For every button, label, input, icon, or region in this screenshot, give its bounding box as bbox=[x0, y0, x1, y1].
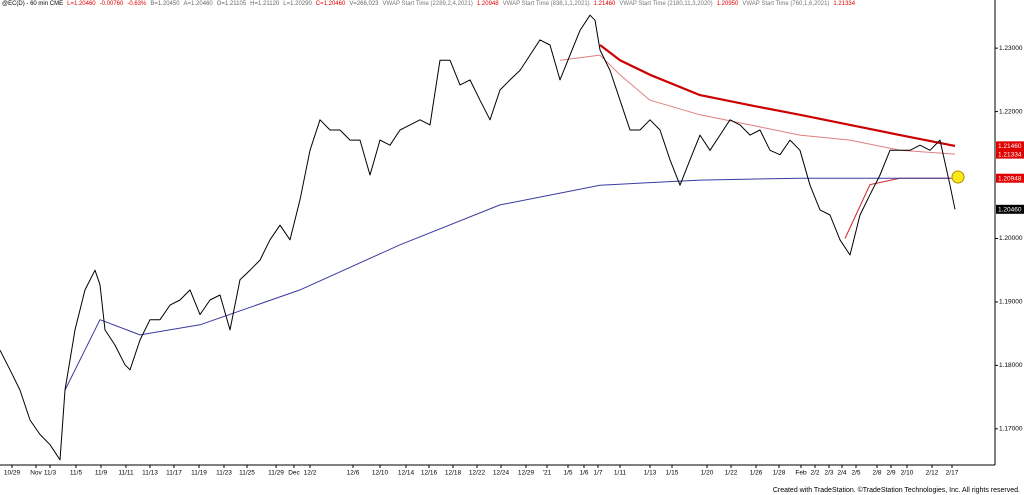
x-tick-label: 2/12 bbox=[926, 470, 939, 477]
header-stat: L=1.20290 bbox=[283, 1, 312, 7]
y-tick-label: 1.22000 bbox=[999, 108, 1023, 115]
y-tick-label: 1.19000 bbox=[999, 299, 1023, 306]
footer: Created with TradeStation. ©TradeStation… bbox=[772, 487, 1020, 494]
x-tick-label: 2/5 bbox=[851, 470, 860, 477]
legend-value: 1.21334 bbox=[833, 1, 856, 7]
legend-entry: VWAP Start Time (2180,11,3,2020) bbox=[619, 1, 713, 7]
x-tick-label: 1/6 bbox=[579, 470, 588, 477]
price-tag bbox=[996, 149, 1024, 159]
header-stat: V=266,023 bbox=[349, 1, 379, 7]
x-tick-label: 12/24 bbox=[493, 470, 510, 477]
header-stat: H=1.21120 bbox=[250, 1, 280, 7]
x-tick-label: 1/13 bbox=[644, 470, 657, 477]
legend-value: 1.21460 bbox=[593, 1, 616, 7]
x-tick-label: 12/2 bbox=[304, 470, 317, 477]
legend-entry: VWAP Start Time (2289,2,4,2021) bbox=[382, 1, 473, 7]
x-tick-label: 1/11 bbox=[614, 470, 627, 477]
x-tick-label: 2/10 bbox=[901, 470, 914, 477]
header-stat: L=1.20460 bbox=[67, 1, 96, 7]
x-tick-label: 11/9 bbox=[95, 470, 108, 477]
legend-entry: VWAP Start Time (760,1,6,2021) bbox=[742, 1, 830, 7]
x-tick-label: 1/26 bbox=[750, 470, 763, 477]
price-tag-label: 1.21460 bbox=[998, 143, 1022, 150]
x-tick-label: 1/5 bbox=[563, 470, 572, 477]
x-tick-label: Nov bbox=[30, 470, 42, 477]
price-tag bbox=[996, 173, 1024, 183]
header: @EC(D) - 60 min CME L=1.20460 -0.00760 -0.6… bbox=[2, 1, 855, 7]
legend-entry: VWAP Start Time (838,1,1,2021) bbox=[502, 1, 590, 7]
x-tick-label: '21 bbox=[543, 470, 552, 477]
x-tick-label: 2/17 bbox=[946, 470, 959, 477]
x-tick-label: 1/15 bbox=[666, 470, 679, 477]
x-tick-label: 12/22 bbox=[469, 470, 486, 477]
legend-value: 1.20950 bbox=[716, 1, 739, 7]
price-tag bbox=[996, 141, 1024, 151]
header-stat: B=1.20450 bbox=[150, 1, 180, 7]
x-tick-label: 2/2 bbox=[810, 470, 819, 477]
x-tick-label: 11/13 bbox=[142, 470, 158, 477]
x-tick-label: 11/3 bbox=[44, 470, 57, 477]
series-line bbox=[844, 177, 955, 239]
y-tick-label: 1.20000 bbox=[999, 235, 1023, 242]
y-tick-label: 1.23000 bbox=[999, 45, 1023, 52]
series-line bbox=[559, 54, 956, 155]
x-tick-label: 11/11 bbox=[118, 470, 134, 477]
header-stat: -0.00760 bbox=[99, 1, 124, 7]
header-stat: C=1.20460 bbox=[315, 1, 346, 7]
x-tick-label: 1/7 bbox=[593, 470, 602, 477]
x-tick-label: 2/9 bbox=[886, 470, 895, 477]
series-line bbox=[599, 44, 956, 147]
x-tick-label: 1/20 bbox=[701, 470, 714, 477]
x-tick-label: 11/23 bbox=[216, 470, 232, 477]
header-stat: A=1.20460 bbox=[183, 1, 213, 7]
series-line bbox=[64, 177, 950, 391]
price-tag bbox=[996, 204, 1024, 214]
series-line bbox=[0, 14, 956, 461]
symbol-label: @EC(D) - 60 min CME bbox=[2, 1, 64, 7]
x-tick-label: 2/3 bbox=[824, 470, 833, 477]
price-tag-label: 1.20460 bbox=[998, 207, 1022, 214]
header-stat: -0.63% bbox=[127, 1, 147, 7]
price-tag-label: 1.21334 bbox=[998, 151, 1022, 158]
x-tick-label: 1/22 bbox=[725, 470, 738, 477]
x-tick-label: 11/19 bbox=[191, 470, 207, 477]
legend-value: 1.20948 bbox=[476, 1, 499, 7]
x-tick-label: 2/4 bbox=[837, 470, 846, 477]
x-tick-label: 2/8 bbox=[872, 470, 881, 477]
header-stat: O=1.21105 bbox=[216, 1, 247, 7]
x-tick-label: 12/18 bbox=[445, 470, 462, 477]
x-tick-label: 12/6 bbox=[347, 470, 360, 477]
x-tick-label: 11/25 bbox=[239, 470, 255, 477]
x-tick-label: Feb bbox=[795, 470, 807, 477]
y-tick-label: 1.17000 bbox=[999, 426, 1023, 433]
price-tag-label: 1.20948 bbox=[998, 175, 1022, 182]
x-tick-label: 1/28 bbox=[773, 470, 786, 477]
highlight-marker bbox=[951, 170, 965, 184]
x-tick-label: 11/29 bbox=[268, 470, 284, 477]
plot-area bbox=[0, 14, 956, 461]
x-tick-label: 12/29 bbox=[518, 470, 535, 477]
x-tick-label: 12/10 bbox=[372, 470, 389, 477]
x-tick-label: 12/14 bbox=[398, 470, 415, 477]
y-tick-label: 1.18000 bbox=[999, 362, 1023, 369]
x-tick-label: Dec bbox=[288, 470, 300, 477]
x-tick-label: 12/16 bbox=[421, 470, 438, 477]
x-tick-label: 10/29 bbox=[4, 470, 21, 477]
x-tick-label: 11/5 bbox=[70, 470, 83, 477]
x-tick-label: 11/17 bbox=[166, 470, 182, 477]
